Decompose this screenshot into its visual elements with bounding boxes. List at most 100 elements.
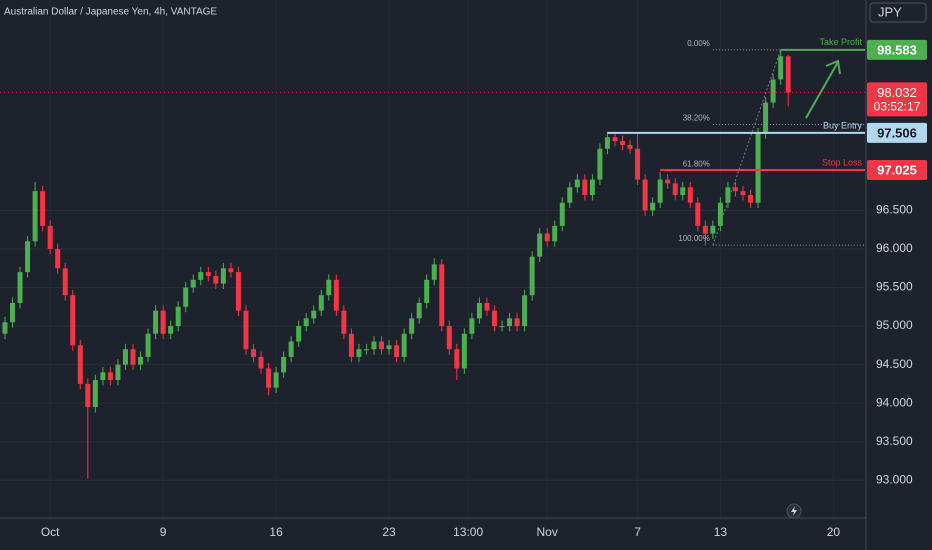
candle-body: [755, 133, 761, 203]
y-tick-label: 95.500: [876, 280, 913, 294]
grid: [0, 209, 865, 481]
candle-body: [763, 102, 769, 134]
candle-body: [687, 187, 693, 203]
candle-body: [70, 295, 76, 346]
candle-body: [160, 310, 166, 334]
candle-body: [17, 272, 23, 303]
candle-body: [416, 302, 422, 319]
candle-body: [431, 264, 437, 280]
plot-area: [0, 49, 865, 479]
candle-body: [138, 356, 144, 365]
arrow: [805, 61, 839, 119]
candle-body: [544, 233, 550, 242]
x-tick-label: 16: [269, 525, 283, 539]
candle-body: [288, 341, 294, 357]
candle-body: [379, 341, 385, 350]
candle-body: [258, 356, 264, 369]
candle-body: [326, 279, 332, 296]
candle-body: [348, 333, 354, 357]
candle-body: [454, 349, 460, 369]
chart-title: Australian Dollar / Japanese Yen, 4h, VA…: [4, 7, 217, 18]
candle-body: [499, 326, 505, 328]
candle-body: [559, 202, 565, 226]
candle-body: [748, 195, 754, 203]
price-tag-label: 97.025: [877, 162, 917, 177]
candle-body: [507, 318, 513, 327]
price-tag: [867, 122, 927, 143]
y-tick-label: 96.500: [876, 203, 913, 217]
candle-body: [439, 264, 445, 327]
candle-body: [529, 256, 535, 296]
candle-body: [318, 295, 324, 311]
candle-body: [665, 179, 671, 184]
y-tick-label: 93.000: [876, 472, 913, 486]
candle-body: [710, 225, 716, 234]
candle-body: [461, 333, 467, 369]
candle-body: [228, 268, 234, 273]
candle-body: [168, 326, 174, 334]
candle-body: [115, 364, 121, 381]
x-tick-label: 13:00: [453, 525, 483, 539]
price-tag-label: 98.583: [877, 42, 917, 57]
fib-label: 38.20%: [683, 114, 710, 123]
candle-body: [198, 272, 204, 280]
candle-body: [650, 202, 656, 211]
candle-body: [213, 275, 219, 284]
level-label: Stop Loss: [822, 157, 863, 167]
x-tick-label: Oct: [41, 525, 60, 539]
candle-body: [100, 372, 106, 381]
drawings: 0.00% 38.20% 61.80% 100.00% Take Profit Buy E…: [607, 37, 865, 246]
candle-body: [235, 272, 241, 311]
candle-body: [537, 233, 543, 257]
candle-body: [205, 272, 211, 276]
candle-body: [476, 302, 482, 319]
candle-body: [446, 326, 452, 350]
candle-body: [680, 187, 686, 196]
y-tick-label: 95.000: [876, 318, 913, 332]
price-tag: [867, 82, 927, 117]
fib-trend: [712, 49, 782, 246]
candle-body: [341, 310, 347, 334]
candle-body: [409, 318, 415, 334]
candle-body: [785, 56, 791, 93]
candle-body: [770, 79, 776, 103]
candle-body: [552, 225, 558, 242]
candle-body: [183, 287, 189, 307]
y-tick-label: 94.500: [876, 357, 913, 371]
candle-body: [47, 225, 53, 249]
price-tag-label: 98.032: [877, 85, 917, 100]
candle-body: [732, 187, 738, 192]
candle-body: [597, 148, 603, 180]
candle-body: [635, 148, 641, 180]
candle-body: [371, 341, 377, 350]
level-label: Buy Entry: [823, 120, 863, 130]
candle-body: [77, 345, 83, 384]
candle-body: [281, 356, 287, 373]
candle-body: [266, 368, 272, 388]
candle-body: [25, 241, 31, 273]
fib-label: 100.00%: [678, 234, 710, 243]
currency[interactable]: JPY: [878, 4, 902, 19]
candle-body: [333, 279, 339, 311]
candle-body: [394, 345, 400, 357]
fib-label: 61.80%: [683, 160, 710, 169]
candle-body: [491, 310, 497, 327]
candle-body: [604, 137, 610, 149]
x-tick-label: 9: [160, 525, 167, 539]
price-tag: [867, 159, 927, 180]
candle-body: [740, 191, 746, 196]
candle-body: [243, 310, 249, 350]
level-label: Take Profit: [819, 37, 862, 47]
candle-body: [296, 326, 302, 342]
currency-box[interactable]: [869, 2, 927, 23]
candle-body: [32, 191, 38, 242]
arrow-head: [825, 59, 841, 75]
x-tick-label: Nov: [537, 525, 558, 539]
candle-body: [175, 306, 181, 327]
x-tick-label: 7: [634, 525, 641, 539]
price-tag-label: 97.506: [877, 125, 917, 140]
candle-body: [620, 141, 626, 145]
candle-body: [612, 137, 618, 142]
